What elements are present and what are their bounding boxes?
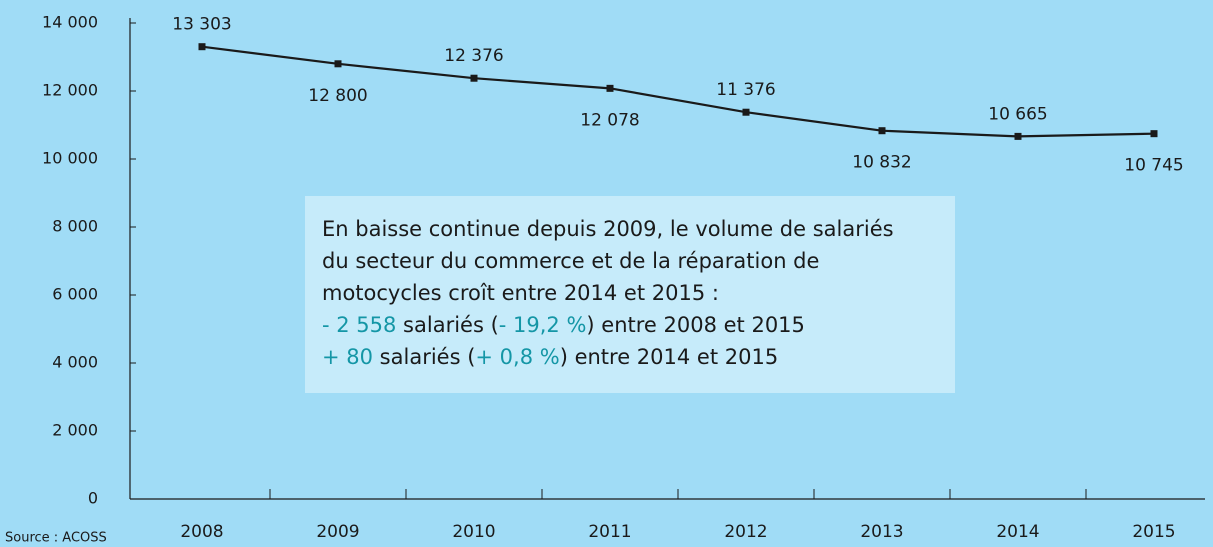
annotation-text: ) entre 2014 et 2015 [560, 345, 779, 369]
annotation-line: + 80 salariés (+ 0,8 %) entre 2014 et 20… [322, 345, 778, 369]
x-tick-label: 2011 [588, 522, 631, 542]
annotation-text: du secteur du commerce et de la réparati… [322, 249, 819, 273]
annotation-text: En baisse continue depuis 2009, le volum… [322, 217, 894, 241]
x-tick-label: 2013 [860, 522, 903, 542]
marker [198, 43, 206, 51]
source: Source : ACOSS [5, 531, 107, 546]
data-label: 10 832 [852, 153, 911, 173]
marker [878, 127, 886, 135]
data-label: 10 745 [1124, 156, 1183, 176]
data-label: 12 078 [580, 110, 639, 130]
marker [742, 108, 750, 116]
y-tick-label: 2 000 [52, 421, 98, 440]
y-tick-label: 10 000 [42, 149, 98, 168]
annotation-line: - 2 558 salariés (- 19,2 %) entre 2008 e… [322, 313, 805, 337]
annotation-line: du secteur du commerce et de la réparati… [322, 249, 819, 273]
line [201, 45, 1155, 138]
y-tick-label: 12 000 [42, 81, 98, 100]
data-label: 12 376 [444, 46, 503, 66]
y-tick-label: 8 000 [52, 217, 98, 236]
annotation-line: En baisse continue depuis 2009, le volum… [322, 217, 894, 241]
y-tick-label: 14 000 [42, 13, 98, 32]
annotation-line: motocycles croît entre 2014 et 2015 : [322, 281, 719, 305]
x-tick-label: 2010 [452, 522, 495, 542]
data-label: 10 665 [988, 104, 1047, 124]
x-tick-label: 2012 [724, 522, 767, 542]
y-tick-label: 4 000 [52, 353, 98, 372]
y-tick-label: 0 [88, 489, 98, 508]
annotation-text: - 19,2 % [499, 313, 587, 337]
marker [1150, 130, 1158, 138]
x-tick-label: 2015 [1132, 522, 1175, 542]
annotation-text: + 0,8 % [475, 345, 559, 369]
annotation-text: - 2 558 [322, 313, 396, 337]
marker [334, 60, 342, 68]
x-tick-label: 2014 [996, 522, 1039, 542]
annotation-text: motocycles croît entre 2014 et 2015 : [322, 281, 719, 305]
annotation-text: salariés ( [373, 345, 475, 369]
x-tick-label: 2009 [316, 522, 359, 542]
marker [1014, 132, 1022, 140]
data-label: 12 800 [308, 86, 367, 106]
marker [606, 84, 614, 92]
x-tick-label: 2008 [180, 522, 223, 542]
annotation-box [305, 196, 955, 393]
data-label: 11 376 [716, 80, 775, 100]
marker [470, 74, 478, 82]
annotation-text: ) entre 2008 et 2015 [586, 313, 805, 337]
data-label: 13 303 [172, 15, 231, 35]
annotation-text: salariés ( [396, 313, 498, 337]
y-tick-label: 6 000 [52, 285, 98, 304]
annotation-text: + 80 [322, 345, 373, 369]
